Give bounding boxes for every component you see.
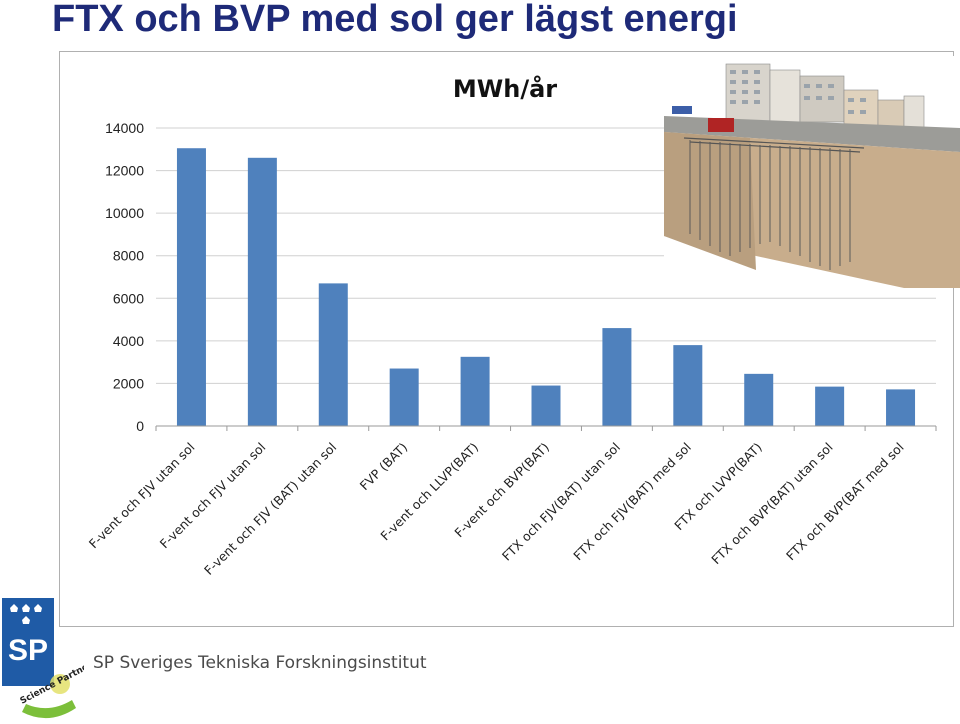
chart-title: MWh/år — [453, 74, 557, 103]
bar — [602, 328, 632, 426]
district-heating-site-illustration — [664, 56, 960, 288]
bar — [744, 373, 774, 426]
category-label: FTX och FJV(BAT) med sol — [570, 440, 694, 564]
category-label: FTX och BVP(BAT med sol — [783, 440, 907, 564]
y-tick-label: 10000 — [105, 205, 144, 221]
y-tick-label: 2000 — [113, 375, 144, 391]
y-tick-label: 14000 — [105, 120, 144, 136]
y-tick-label: 6000 — [113, 290, 144, 306]
y-tick-label: 0 — [136, 418, 144, 434]
category-label: FTX och BVP(BAT) utan sol — [708, 440, 836, 568]
bar — [815, 386, 845, 426]
bar — [247, 157, 277, 427]
y-tick-label: 8000 — [113, 248, 144, 264]
category-label: FTX och FJV(BAT) utan sol — [499, 440, 623, 564]
y-tick-label: 4000 — [113, 333, 144, 349]
bar — [176, 148, 206, 426]
category-label: FVP (BAT) — [357, 440, 411, 494]
sp-logo-text: SP — [8, 634, 48, 667]
science-partner-badge-text: Science Partner — [19, 660, 84, 707]
bar — [886, 389, 916, 426]
footer-organization-name: SP Sveriges Tekniska Forskningsinstitut — [93, 653, 427, 673]
y-tick-label: 12000 — [105, 163, 144, 179]
bar-chart: MWh/år 02000400060008000100001200014000 … — [86, 74, 937, 578]
science-partner-badge: Science Partner — [19, 660, 84, 719]
bar — [389, 368, 419, 426]
bar — [318, 283, 348, 426]
category-label: F-vent och FJV (BAT) utan sol — [201, 440, 339, 578]
sp-logo: SP — [2, 598, 54, 686]
slide-title: FTX och BVP med sol ger lägst energi — [52, 0, 738, 40]
bar — [673, 345, 703, 426]
bar — [460, 356, 490, 426]
bar — [531, 385, 561, 426]
